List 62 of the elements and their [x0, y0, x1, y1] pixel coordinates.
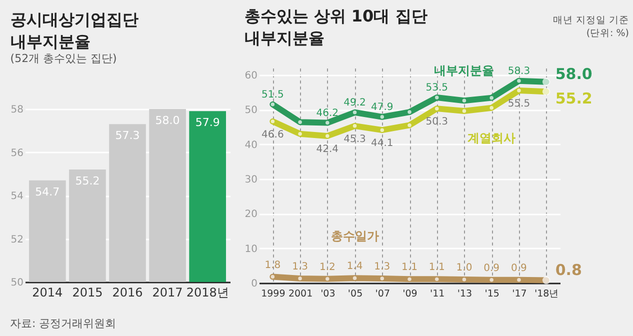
data-label: 1.1	[428, 262, 445, 274]
x-tick-label: 2018년	[186, 286, 229, 300]
y-tick-label: 52	[10, 234, 24, 246]
data-label: 46.2	[316, 108, 339, 119]
data-label: 0.9	[484, 262, 500, 274]
chart-subtitle: (52개 총수있는 집단)	[10, 52, 117, 65]
data-label: 1.3	[292, 261, 308, 272]
chart-title: 공시대상기업집단 내부지분율	[10, 10, 138, 51]
data-label: 55.2	[555, 90, 592, 108]
x-tick-label: 2015	[72, 286, 103, 300]
chart-title: 총수있는 상위 10대 집단 내부지분율	[244, 6, 428, 48]
data-label: 49.2	[344, 97, 366, 108]
data-label: 53.5	[426, 82, 448, 94]
data-label: 0.8	[555, 261, 582, 280]
y-tick-label: 50	[10, 278, 24, 288]
text: 매년 지정일 기준 (단위: %)	[552, 14, 629, 40]
data-label: 0.9	[511, 262, 527, 274]
data-label: 1.8	[264, 260, 281, 271]
y-tick-label: 58	[10, 104, 24, 116]
y-tick-label: 54	[10, 191, 24, 202]
x-tick-label: '15	[484, 288, 500, 300]
data-label: 51.5	[262, 89, 284, 100]
x-tick-label: '13	[457, 288, 472, 300]
x-tick-label: '03	[320, 288, 336, 300]
data-label: 1.0	[456, 262, 472, 274]
data-label: 1.3	[374, 261, 390, 272]
x-tick-label: 1999	[261, 288, 286, 300]
data-label: 45.3	[344, 134, 366, 145]
y-tick-label: 50	[244, 105, 258, 116]
text: 자료: 공정거래위원회	[10, 316, 116, 331]
x-tick-label: '09	[402, 288, 418, 300]
data-label: 46.6	[262, 129, 284, 140]
x-tick-label: '17	[512, 288, 527, 300]
y-tick-label: 60	[244, 70, 258, 82]
y-tick-label: 56	[10, 148, 24, 159]
y-tick-label: 0	[251, 278, 258, 290]
series-label: 계열회사	[468, 130, 516, 145]
data-label: 57.9	[195, 116, 220, 130]
x-tick-label: '07	[375, 288, 390, 300]
data-label: 55.5	[508, 98, 530, 110]
series-label: 내부지분율	[434, 64, 494, 78]
y-tick-label: 30	[244, 174, 258, 186]
x-tick-label: '18년	[534, 288, 560, 300]
data-label: 47.9	[371, 102, 394, 113]
x-tick-label: 2001	[288, 288, 313, 300]
data-label: 1.1	[402, 262, 418, 274]
data-label: 58.0	[555, 64, 592, 83]
y-tick-label: 40	[244, 140, 258, 151]
data-label: 1.2	[319, 262, 336, 273]
data-label: 44.1	[371, 138, 394, 150]
y-tick-label: 20	[244, 209, 258, 220]
data-label: 50.3	[426, 116, 448, 128]
data-label: 1.4	[346, 261, 363, 272]
y-tick-label: 10	[244, 244, 258, 255]
data-label: 42.4	[316, 144, 339, 155]
data-label: 58.3	[508, 66, 530, 77]
x-tick-label: '11	[430, 288, 445, 300]
x-tick-label: 2016	[112, 286, 143, 300]
text: 총수일가	[330, 229, 379, 244]
x-tick-label: 2014	[32, 286, 63, 300]
x-tick-label: 2017	[152, 286, 183, 300]
x-tick-label: '05	[348, 288, 363, 300]
